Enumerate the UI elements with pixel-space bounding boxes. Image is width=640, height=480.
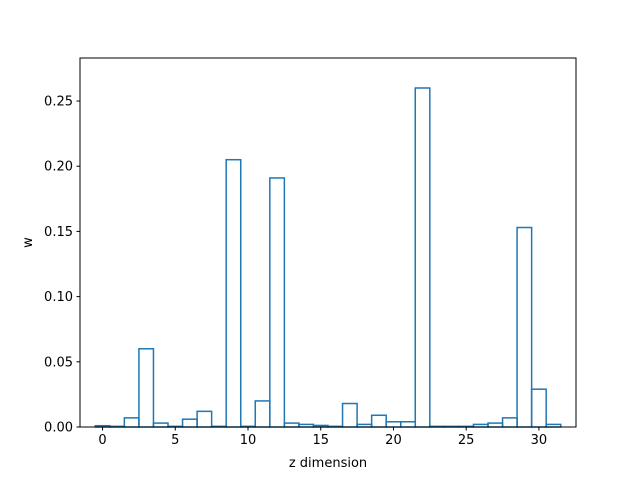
x-axis-label: z dimension <box>289 456 367 471</box>
y-tick-label: 0.25 <box>44 95 73 110</box>
x-tick-label: 5 <box>171 433 179 448</box>
x-tick-label: 30 <box>531 433 548 448</box>
y-tick-label: 0.20 <box>44 160 73 175</box>
x-tick-label: 15 <box>312 433 329 448</box>
plot-frame <box>79 57 577 428</box>
x-tick-label: 0 <box>98 433 106 448</box>
y-axis-label: w <box>21 237 36 248</box>
ticks-layer: 0 5 10 15 20 25 30 0.00 0.05 0.10 0.15 0.20 0.25 <box>44 95 547 448</box>
y-tick-label: 0.15 <box>44 225 73 240</box>
x-tick-label: 10 <box>240 433 257 448</box>
x-tick-label: 25 <box>458 433 475 448</box>
y-tick-label: 0.00 <box>44 421 73 436</box>
y-tick-label: 0.10 <box>44 290 73 305</box>
x-tick-label: 20 <box>385 433 402 448</box>
y-tick-label: 0.05 <box>44 355 73 370</box>
